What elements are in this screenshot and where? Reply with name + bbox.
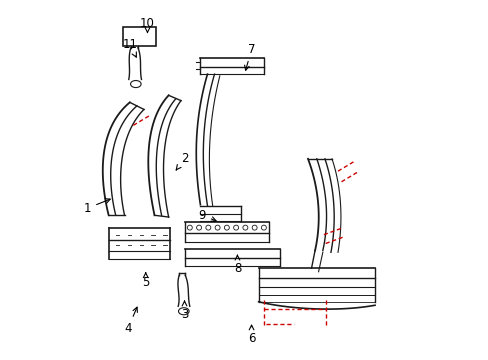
- Text: 1: 1: [83, 199, 110, 215]
- Text: 4: 4: [124, 307, 137, 335]
- Text: 7: 7: [244, 43, 255, 70]
- Bar: [122, 27, 156, 46]
- Text: 9: 9: [198, 209, 216, 222]
- Text: 8: 8: [233, 255, 241, 275]
- Text: 2: 2: [176, 152, 188, 170]
- Text: 6: 6: [247, 325, 255, 345]
- Text: 3: 3: [181, 301, 188, 320]
- Text: 11: 11: [122, 38, 137, 57]
- Text: 5: 5: [142, 273, 149, 289]
- Text: 10: 10: [140, 17, 155, 33]
